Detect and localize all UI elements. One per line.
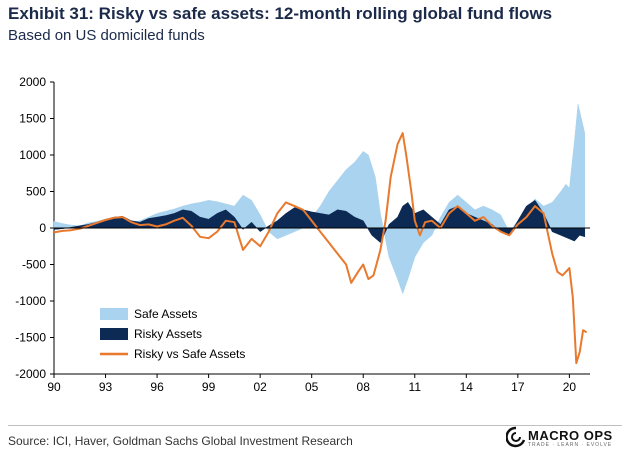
series-area-safe-assets xyxy=(53,103,586,295)
x-tick-label: 99 xyxy=(202,380,216,394)
brand-tagline: TRADE · LEARN · EVOLVE xyxy=(528,442,613,448)
x-tick-label: 05 xyxy=(305,380,319,394)
legend-label: Risky Assets xyxy=(134,327,202,341)
y-tick-label: -1000 xyxy=(15,294,46,308)
y-tick-label: 500 xyxy=(26,185,46,199)
brand-name: MACRO OPS xyxy=(528,428,613,443)
x-tick-label: 20 xyxy=(563,380,577,394)
legend-label: Risky vs Safe Assets xyxy=(134,347,245,361)
x-tick-label: 96 xyxy=(150,380,164,394)
y-tick-label: -2000 xyxy=(15,367,46,381)
x-tick-label: 90 xyxy=(47,380,61,394)
y-tick-label: -1500 xyxy=(15,331,46,345)
y-tick-label: -500 xyxy=(22,258,46,272)
x-tick-label: 11 xyxy=(409,380,422,394)
chart-legend: Safe Assets Risky Assets Risky vs Safe Ass… xyxy=(100,307,245,361)
source-note: Source: ICI, Haver, Goldman Sachs Global… xyxy=(8,434,353,448)
y-tick-label: 0 xyxy=(39,221,46,235)
x-tick-label: 17 xyxy=(511,380,525,394)
legend-swatch xyxy=(100,308,128,320)
x-tick-label: 08 xyxy=(357,380,371,394)
x-tick-label: 93 xyxy=(99,380,113,394)
x-tick-label: 02 xyxy=(253,380,267,394)
legend-label: Safe Assets xyxy=(134,307,197,321)
macro-ops-logo-icon xyxy=(506,426,526,448)
brand-logo: MACRO OPS TRADE · LEARN · EVOLVE xyxy=(506,426,628,450)
chart-subtitle: Based on US domiciled funds xyxy=(8,27,205,44)
x-tick-label: 14 xyxy=(460,380,474,394)
legend-swatch xyxy=(100,328,128,340)
y-tick-label: 2000 xyxy=(19,75,46,89)
chart-title: Exhibit 31: Risky vs safe assets: 12-mon… xyxy=(8,4,553,23)
chart-series xyxy=(53,103,588,365)
y-tick-label: 1000 xyxy=(19,148,46,162)
series-line-risky-vs-safe-assets xyxy=(53,132,588,365)
y-tick-label: 1500 xyxy=(19,112,46,126)
series-area-risky-assets xyxy=(53,199,586,244)
footer-divider xyxy=(8,425,622,426)
